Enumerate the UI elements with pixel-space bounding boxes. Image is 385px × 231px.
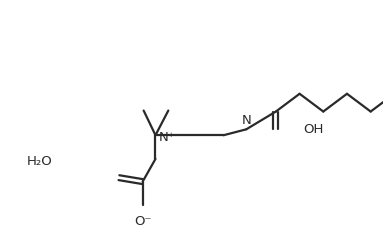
Text: OH: OH	[303, 123, 324, 136]
Text: O⁻: O⁻	[134, 215, 151, 228]
Text: H₂O: H₂O	[27, 155, 53, 168]
Text: N: N	[241, 114, 251, 127]
Text: N⁺: N⁺	[159, 131, 175, 144]
